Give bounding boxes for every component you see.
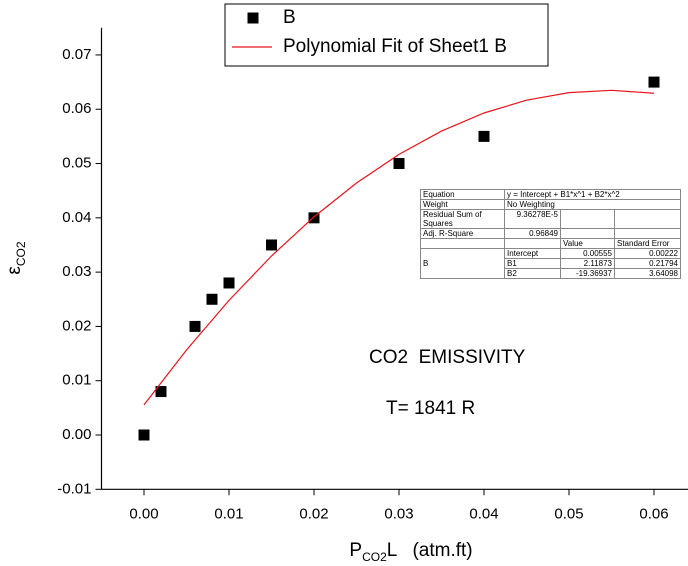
cell: 9.36278E-5	[504, 209, 561, 229]
x-tick-label: 0.06	[639, 505, 668, 522]
y-tick-label: -0.01	[57, 480, 91, 497]
cell: No Weighting	[504, 199, 681, 210]
stats-table: Equation y = Intercept + B1*x^1 + B2*x^2 …	[420, 189, 681, 279]
x-label-rest: L (atm.ft)	[387, 540, 473, 561]
legend-marker	[247, 12, 259, 24]
x-tick-label: 0.01	[214, 505, 243, 522]
x-tick-label: 0.03	[384, 505, 413, 522]
data-point	[155, 386, 167, 398]
cell: B	[420, 248, 505, 279]
cell: Value	[560, 238, 615, 249]
cell: Equation	[420, 189, 505, 200]
y-tick-label: 0.00	[62, 426, 91, 443]
data-point	[138, 429, 150, 441]
cell	[560, 209, 615, 229]
cell: 0.21794	[614, 258, 681, 269]
data-point	[393, 158, 405, 170]
x-label-sub: CO2	[362, 550, 387, 564]
x-tick-label: 0.04	[469, 505, 498, 522]
fit-line	[143, 89, 655, 406]
cell	[504, 238, 561, 249]
cell: Weight	[420, 199, 505, 210]
data-point	[189, 320, 201, 332]
x-label-main: P	[349, 540, 362, 561]
legend-box	[224, 3, 549, 67]
x-axis-label: PCO2L (atm.ft)	[349, 540, 472, 564]
x-tick-label: 0.02	[299, 505, 328, 522]
cell: 2.11873	[560, 258, 615, 269]
x-tick-label: 0.05	[554, 505, 583, 522]
cell	[560, 228, 615, 239]
cell: Standard Error	[614, 238, 681, 249]
data-point	[206, 293, 218, 305]
cell: 0.00555	[560, 248, 615, 259]
y-tick-label: 0.01	[62, 372, 91, 389]
cell	[420, 238, 505, 249]
cell: y = Intercept + B1*x^1 + B2*x^2	[504, 189, 681, 200]
cell: B2	[504, 268, 561, 279]
data-point	[478, 130, 490, 142]
data-point	[223, 277, 235, 289]
y-tick-label: 0.03	[62, 263, 91, 280]
cell: Intercept	[504, 248, 561, 259]
cell: 3.64098	[614, 268, 681, 279]
y-label-sub: CO2	[14, 241, 28, 266]
legend-label: Polynomial Fit of Sheet1 B	[283, 36, 507, 57]
data-point	[266, 239, 277, 251]
y-tick-label: 0.04	[62, 209, 91, 226]
cell: 0.96849	[504, 228, 561, 239]
annotation: T= 1841 R	[386, 398, 475, 419]
cell: 0.00222	[614, 248, 681, 259]
cell: Adj. R-Square	[420, 228, 505, 239]
cell: -19.36937	[560, 268, 615, 279]
y-tick-label: 0.06	[62, 100, 91, 117]
y-tick-label: 0.02	[62, 317, 91, 334]
y-label-symbol: ε	[4, 266, 25, 275]
cell	[614, 209, 681, 229]
y-tick-label: 0.05	[62, 155, 91, 172]
annotation: CO2 EMISSIVITY	[369, 347, 526, 368]
cell: B1	[504, 258, 561, 269]
data-point	[648, 76, 660, 88]
cell	[614, 228, 681, 239]
y-axis-label: εCO2	[4, 241, 28, 274]
x-tick-label: 0.00	[129, 505, 158, 522]
y-tick-label: 0.07	[62, 46, 91, 63]
legend-label: B	[283, 7, 296, 28]
cell: Residual Sum of Squares	[420, 209, 505, 229]
data-point	[308, 212, 320, 224]
